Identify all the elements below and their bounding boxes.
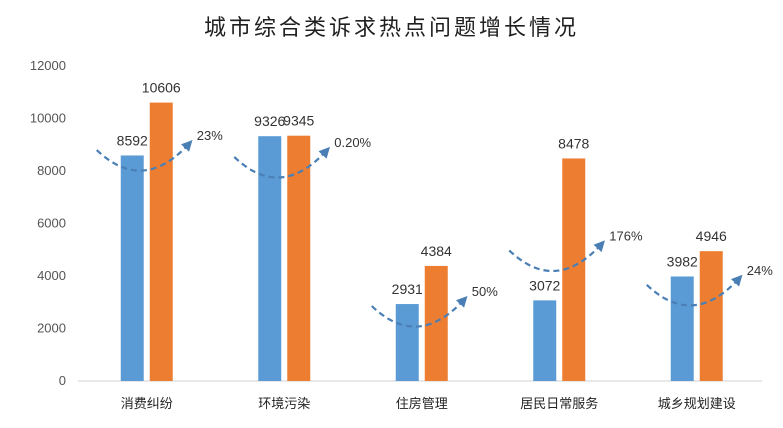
bar [699, 251, 723, 381]
bar [258, 136, 282, 381]
chart-title: 城市综合类诉求热点问题增长情况 [203, 16, 579, 41]
axis-layer: 0 2000 4000 6000 8000 10000 12000 消费纠纷 环境污染 住房管理 居… [30, 58, 762, 411]
growth-arrow [508, 240, 605, 273]
bar-value-label: 2931 [392, 281, 423, 297]
growth-arrow [95, 139, 193, 172]
growth-label: 24% [747, 263, 773, 278]
bar [670, 276, 694, 381]
bar-value-label: 3982 [667, 253, 698, 269]
x-category-label: 消费纠纷 [121, 396, 173, 411]
bar [424, 265, 448, 381]
y-tick-label: 2000 [37, 321, 66, 336]
growth-label: 0.20% [334, 135, 371, 150]
growth-arrow [645, 274, 743, 307]
bar-value-label: 4946 [696, 228, 727, 244]
y-tick-label: 12000 [30, 58, 66, 73]
bar [562, 158, 586, 381]
y-tick-label: 0 [59, 373, 66, 388]
bar [120, 155, 144, 381]
bar-value-label: 8478 [558, 135, 589, 151]
growth-arrows-layer [95, 139, 743, 328]
x-category-label: 居民日常服务 [520, 396, 598, 411]
y-tick-label: 6000 [37, 216, 66, 231]
y-tick-label: 10000 [30, 111, 66, 126]
bar-value-label: 8592 [117, 132, 148, 148]
growth-arrow [233, 146, 330, 179]
bar [149, 102, 173, 381]
x-category-label: 住房管理 [396, 396, 448, 411]
growth-label: 176% [609, 228, 643, 243]
growth-arrow [370, 295, 468, 328]
growth-label: 23% [197, 128, 223, 143]
growth-label: 50% [472, 284, 498, 299]
bar [395, 304, 419, 381]
bar-value-label: 9326 [254, 113, 285, 129]
x-category-label: 环境污染 [258, 396, 310, 411]
bar-value-label: 4384 [421, 243, 452, 259]
bar-value-label: 3072 [529, 277, 560, 293]
bars-layer [120, 102, 723, 381]
y-tick-label: 4000 [37, 268, 66, 283]
bar [533, 300, 557, 381]
y-tick-label: 8000 [37, 163, 66, 178]
bar [287, 135, 311, 381]
x-category-label: 城乡规划建设 [658, 396, 736, 411]
bar-value-label: 9345 [283, 113, 314, 129]
bar-value-label: 10606 [142, 80, 181, 96]
